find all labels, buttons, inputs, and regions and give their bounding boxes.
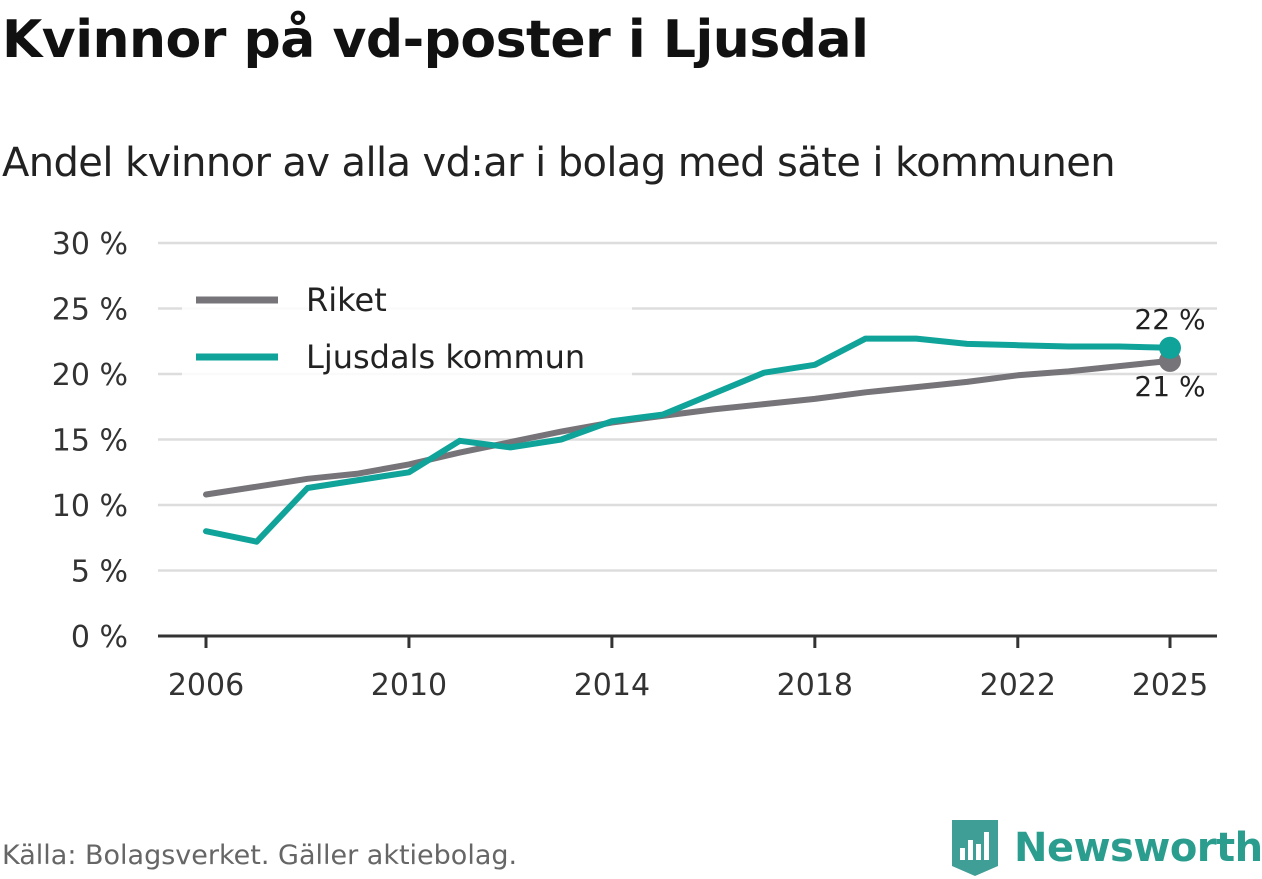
x-tick-label: 2022 bbox=[980, 668, 1056, 703]
x-tick-label: 2014 bbox=[574, 668, 650, 703]
y-tick-label: 10 % bbox=[52, 489, 128, 524]
y-axis: 0 % 5 % 10 % 15 % 20 % 25 % 30 % bbox=[52, 227, 128, 655]
end-label-riket: 21 % bbox=[1134, 370, 1205, 403]
brand-name: Newsworthy bbox=[1014, 825, 1262, 871]
legend: Riket Ljusdals kommun bbox=[182, 270, 632, 378]
series-line-1 bbox=[203, 335, 1173, 545]
x-axis: 2006 2010 2014 2018 2022 2025 bbox=[158, 634, 1217, 703]
y-tick-label: 15 % bbox=[52, 424, 128, 459]
brand-logo: Newsworthy bbox=[950, 818, 1262, 878]
series-endpoint-1 bbox=[1159, 336, 1181, 359]
y-tick-label: 30 % bbox=[52, 227, 128, 262]
newsworthy-logo-icon bbox=[952, 820, 998, 876]
x-tick-label: 2006 bbox=[168, 668, 244, 703]
legend-label-0: Riket bbox=[306, 281, 387, 319]
y-tick-label: 0 % bbox=[71, 620, 128, 655]
end-label-ljusdal: 22 % bbox=[1134, 303, 1205, 336]
legend-label-1: Ljusdals kommun bbox=[306, 338, 585, 376]
chart-title: Kvinnor på vd-poster i Ljusdal bbox=[2, 10, 869, 70]
y-tick-label: 5 % bbox=[71, 555, 128, 590]
x-tick-label: 2018 bbox=[777, 668, 853, 703]
end-labels: 22 % 21 % bbox=[1134, 303, 1205, 403]
x-tick-label: 2025 bbox=[1132, 668, 1208, 703]
source-note: Källa: Bolagsverket. Gäller aktiebolag. bbox=[2, 840, 518, 871]
y-tick-label: 25 % bbox=[52, 293, 128, 328]
y-tick-label: 20 % bbox=[52, 358, 128, 393]
chart-subtitle: Andel kvinnor av alla vd:ar i bolag med … bbox=[2, 140, 1116, 186]
x-tick-label: 2010 bbox=[371, 668, 447, 703]
series-line-0 bbox=[203, 357, 1173, 498]
series bbox=[203, 335, 1181, 545]
